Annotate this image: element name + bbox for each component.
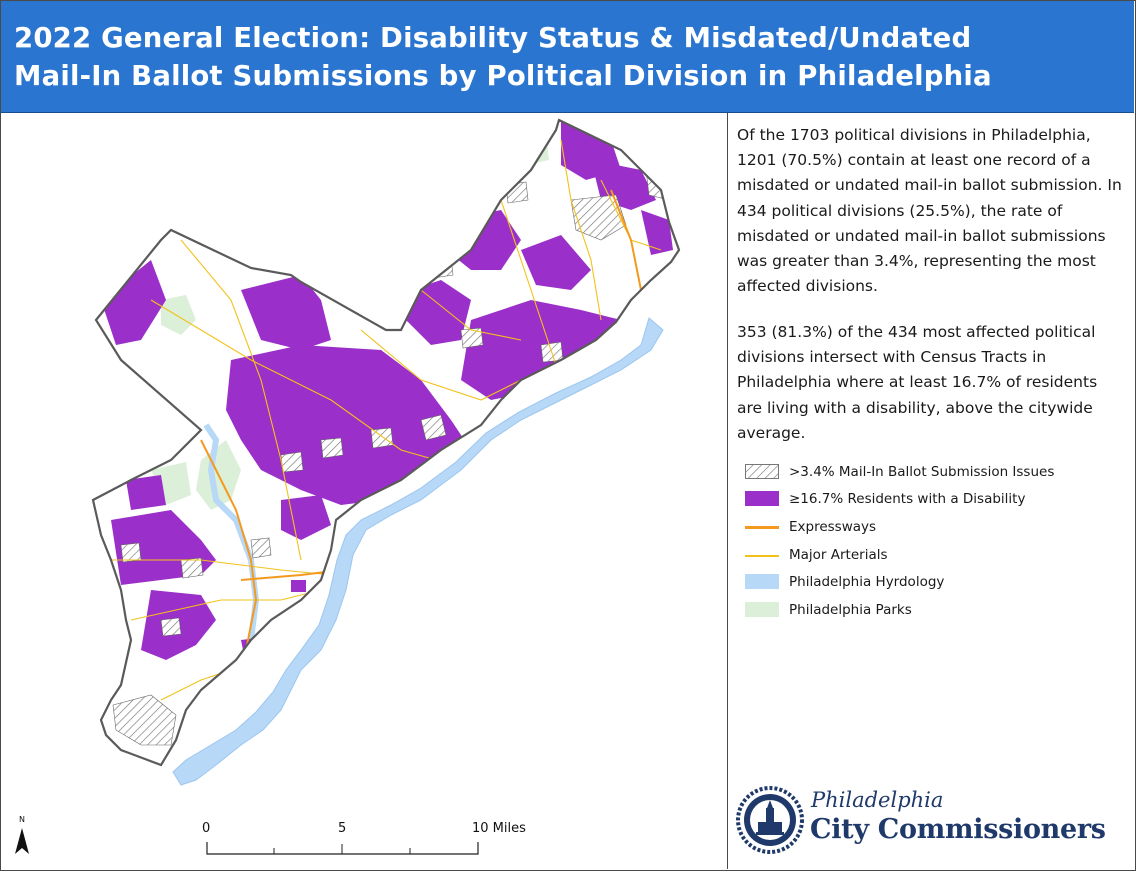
title-bar: 2022 General Election: Disability Status… — [1, 1, 1134, 113]
description-paragraph-2: 353 (81.3%) of the 434 most affected pol… — [737, 323, 1098, 442]
logo-text-city-commissioners: City Commissioners — [810, 814, 1106, 845]
legend-label-hatch: >3.4% Mail-In Ballot Submission Issues — [789, 464, 1055, 480]
scale-label-10: 10 Miles — [472, 821, 526, 836]
city-commissioners-logo: Philadelphia City Commissioners — [736, 786, 1128, 856]
legend-label-arterials: Major Arterials — [789, 547, 888, 563]
city-hall-seal-icon — [736, 786, 804, 854]
legend-label-hydrology: Philadelphia Hyrdology — [789, 574, 945, 590]
arterials-layer — [111, 139, 662, 701]
expressway-swatch-icon — [745, 526, 779, 529]
legend-label-disability: ≥16.7% Residents with a Disability — [789, 491, 1026, 507]
legend-label-parks: Philadelphia Parks — [789, 602, 912, 618]
hydrology-swatch-icon — [745, 574, 779, 589]
hatched-divisions-layer — [112, 169, 674, 746]
logo-text-philadelphia: Philadelphia — [811, 788, 944, 812]
north-label: N — [19, 815, 25, 824]
parks-swatch-icon — [745, 602, 779, 617]
map-title-line-2: Mail-In Ballot Submissions by Political … — [14, 60, 992, 92]
delaware-river — [172, 317, 664, 786]
philadelphia-map[interactable] — [1, 113, 727, 869]
city-boundary — [91, 118, 681, 767]
arterial-swatch-icon — [745, 555, 779, 557]
legend-label-expressways: Expressways — [789, 519, 877, 535]
hatch-swatch-icon — [745, 464, 779, 479]
disability-swatch-icon — [745, 491, 779, 506]
north-arrow-icon: N — [15, 815, 29, 854]
disability-tracts-layer — [101, 120, 673, 670]
map-title-line-1: 2022 General Election: Disability Status… — [14, 22, 972, 54]
map-panel[interactable] — [1, 113, 728, 869]
scale-bar — [206, 842, 479, 855]
description-paragraph-1: Of the 1703 political divisions in Phila… — [737, 126, 1122, 296]
scale-label-5: 5 — [338, 821, 347, 836]
scale-label-0: 0 — [202, 821, 211, 836]
